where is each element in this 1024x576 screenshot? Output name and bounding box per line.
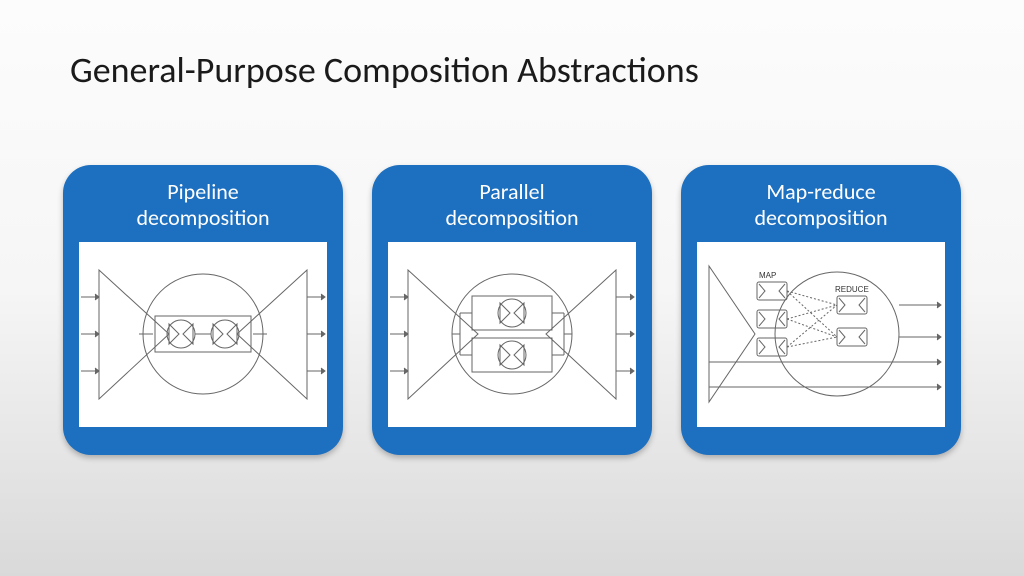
card-mapreduce-diagram: MAP REDUCE bbox=[697, 242, 945, 427]
card-pipeline-diagram bbox=[79, 242, 327, 427]
card-mapreduce: Map-reduce decomposition bbox=[681, 165, 961, 455]
card-pipeline-title: Pipeline decomposition bbox=[136, 179, 269, 232]
slide-title: General-Purpose Composition Abstractions bbox=[70, 48, 699, 92]
reduce-nodes bbox=[837, 296, 867, 346]
map-nodes bbox=[757, 282, 787, 356]
reduce-label: REDUCE bbox=[835, 285, 869, 294]
card-parallel-title: Parallel decomposition bbox=[445, 179, 578, 232]
card-parallel-diagram bbox=[388, 242, 636, 427]
card-parallel: Parallel decomposition bbox=[372, 165, 652, 455]
card-mapreduce-title: Map-reduce decomposition bbox=[754, 179, 887, 232]
map-label: MAP bbox=[759, 271, 776, 280]
card-pipeline: Pipeline decomposition bbox=[63, 165, 343, 455]
card-row: Pipeline decomposition bbox=[63, 165, 961, 455]
